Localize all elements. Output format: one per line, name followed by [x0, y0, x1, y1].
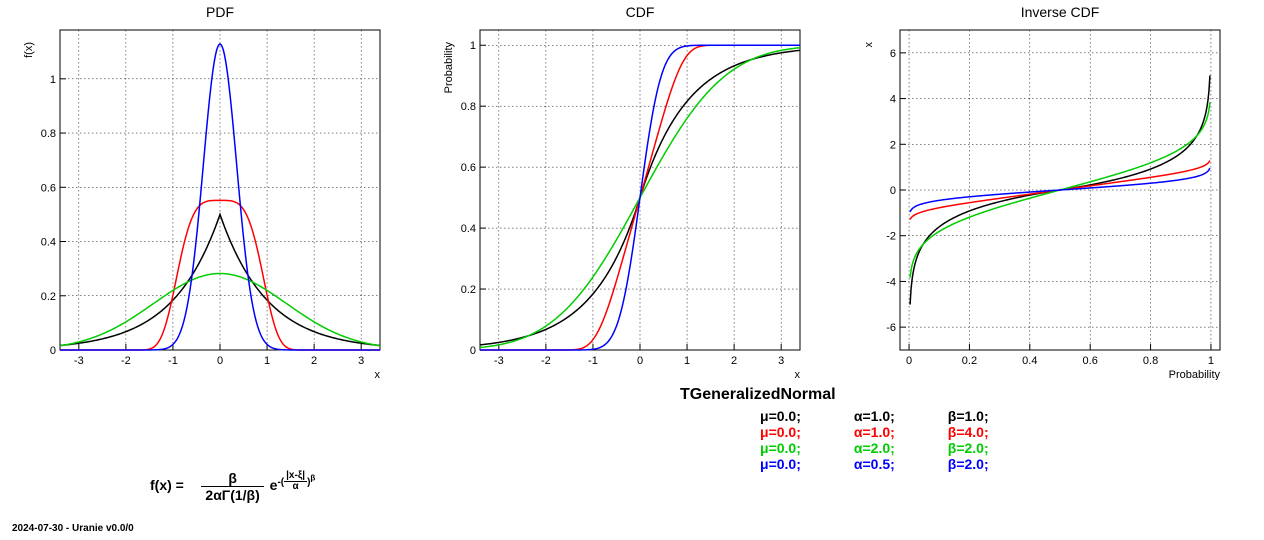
legend-alpha: α=1.0;	[854, 408, 944, 424]
legend-beta: β=2.0;	[948, 440, 1038, 456]
svg-text:0.2: 0.2	[461, 284, 476, 296]
svg-text:3: 3	[358, 355, 364, 367]
svg-text:f(x): f(x)	[23, 42, 35, 58]
page: PDF CDF Inverse CDF -3-2-1012300.20.40.6…	[0, 0, 1264, 540]
legend-beta: β=4.0;	[948, 424, 1038, 440]
svg-text:Probability: Probability	[1169, 369, 1221, 380]
formula: f(x) = β 2αΓ(1/β) e-(|x-ξ|α)β	[150, 470, 315, 503]
svg-text:2: 2	[731, 355, 737, 367]
svg-text:-2: -2	[541, 355, 551, 367]
legend-mu: μ=0.0;	[760, 456, 850, 472]
formula-exp: -(|x-ξ|α)β	[277, 477, 315, 488]
distribution-title: TGeneralizedNormal	[680, 386, 836, 404]
chart-cdf: -3 -2 -1 0 1 2 3 0 0.2 0.4 0.6 0.8 1 Probability x	[440, 0, 840, 380]
legend-row: μ=0.0; α=1.0; β=4.0;	[760, 424, 1038, 440]
chart-icdf: 0 0.2 0.4 0.6 0.8 1 -6 -4 -2 0 2 4 6 x Probability	[860, 0, 1260, 380]
legend-row: μ=0.0; α=0.5; β=2.0;	[760, 456, 1038, 472]
svg-text:0.8: 0.8	[461, 101, 476, 113]
legend-mu: μ=0.0;	[760, 424, 850, 440]
svg-text:0: 0	[470, 345, 476, 357]
legend-alpha: α=2.0;	[854, 440, 944, 456]
formula-lhs: f(x) =	[150, 477, 184, 493]
svg-text:0: 0	[890, 185, 896, 197]
legend-row: μ=0.0; α=2.0; β=2.0;	[760, 440, 1038, 456]
svg-text:1: 1	[50, 74, 56, 86]
svg-text:-4: -4	[886, 276, 896, 288]
svg-text:4: 4	[890, 94, 896, 106]
svg-text:0: 0	[906, 355, 912, 367]
svg-text:2: 2	[890, 139, 896, 151]
legend-mu: μ=0.0;	[760, 440, 850, 456]
svg-text:0: 0	[50, 345, 56, 357]
svg-text:0.6: 0.6	[461, 162, 476, 174]
svg-text:1: 1	[470, 40, 476, 52]
chart-pdf: -3 -2 -1 0 1 2 3 0 0.2 0.4 0.6 0.8 1 f(x) x	[20, 0, 420, 380]
legend: μ=0.0; α=1.0; β=1.0; μ=0.0; α=1.0; β=4.0…	[760, 408, 1038, 472]
formula-exp-den: α	[284, 482, 307, 492]
formula-den: 2αΓ(1/β)	[201, 487, 263, 503]
legend-row: μ=0.0; α=1.0; β=1.0;	[760, 408, 1038, 424]
svg-text:0.2: 0.2	[962, 355, 977, 367]
svg-text:1: 1	[264, 355, 270, 367]
formula-exp-pow: β	[310, 473, 315, 482]
svg-text:Probability: Probability	[443, 42, 455, 94]
svg-text:0: 0	[637, 355, 643, 367]
legend-beta: β=2.0;	[948, 456, 1038, 472]
svg-text:-1: -1	[588, 355, 598, 367]
svg-text:-3: -3	[74, 355, 84, 367]
formula-exp-frac: |x-ξ|α	[284, 471, 307, 492]
svg-text:-3: -3	[494, 355, 504, 367]
svg-text:2: 2	[311, 355, 317, 367]
svg-text:0.2: 0.2	[41, 291, 56, 303]
svg-text:0.4: 0.4	[461, 223, 476, 235]
svg-text:-1: -1	[168, 355, 178, 367]
svg-text:0.6: 0.6	[1083, 355, 1098, 367]
svg-text:3: 3	[778, 355, 784, 367]
svg-text:x: x	[375, 369, 381, 380]
svg-text:x: x	[863, 42, 875, 48]
svg-text:0.8: 0.8	[41, 128, 56, 140]
formula-num: β	[201, 470, 263, 487]
svg-text:x: x	[795, 369, 801, 380]
svg-text:0: 0	[217, 355, 223, 367]
svg-text:1: 1	[1208, 355, 1214, 367]
formula-exp-pre: -(	[277, 477, 284, 488]
svg-text:6: 6	[890, 48, 896, 60]
svg-text:1: 1	[684, 355, 690, 367]
svg-text:-2: -2	[121, 355, 131, 367]
svg-text:-6: -6	[886, 322, 896, 334]
formula-main-frac: β 2αΓ(1/β)	[201, 470, 263, 503]
formula-exp-part: e-(|x-ξ|α)β	[270, 477, 316, 493]
svg-text:0.8: 0.8	[1143, 355, 1158, 367]
legend-alpha: α=1.0;	[854, 424, 944, 440]
svg-text:0.4: 0.4	[41, 237, 56, 249]
footer-text: 2024-07-30 - Uranie v0.0/0	[12, 523, 134, 534]
svg-text:0.4: 0.4	[1022, 355, 1037, 367]
svg-text:0.6: 0.6	[41, 182, 56, 194]
legend-beta: β=1.0;	[948, 408, 1038, 424]
legend-alpha: α=0.5;	[854, 456, 944, 472]
svg-text:-2: -2	[886, 231, 896, 243]
legend-mu: μ=0.0;	[760, 408, 850, 424]
